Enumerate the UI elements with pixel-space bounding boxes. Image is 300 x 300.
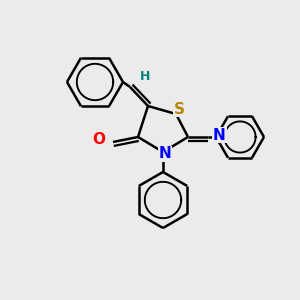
Text: H: H xyxy=(140,70,150,83)
Text: O: O xyxy=(92,133,105,148)
Text: S: S xyxy=(173,101,184,116)
Text: N: N xyxy=(213,128,226,142)
Text: N: N xyxy=(159,146,171,161)
